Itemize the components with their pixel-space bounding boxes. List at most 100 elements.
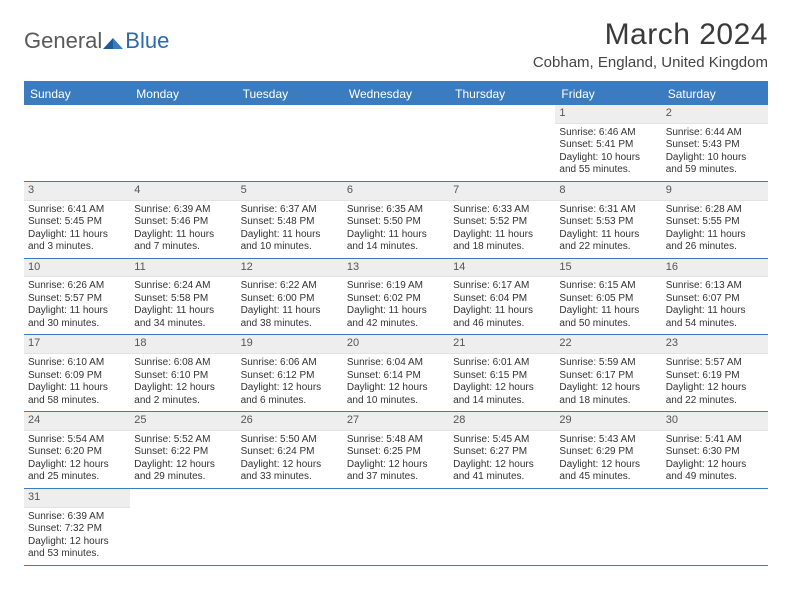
day-cell: 1Sunrise: 6:46 AMSunset: 5:41 PMDaylight… [555,105,661,181]
daylight-text: Daylight: 12 hours and 22 minutes. [666,382,764,407]
day-cell [343,105,449,181]
day-cell: 17Sunrise: 6:10 AMSunset: 6:09 PMDayligh… [24,335,130,411]
day-cell: 9Sunrise: 6:28 AMSunset: 5:55 PMDaylight… [662,182,768,258]
day-number: 31 [24,489,130,508]
day-body: Sunrise: 6:22 AMSunset: 6:00 PMDaylight:… [237,277,343,334]
day-body: Sunrise: 6:19 AMSunset: 6:02 PMDaylight:… [343,277,449,334]
day-number [24,105,130,109]
day-cell: 5Sunrise: 6:37 AMSunset: 5:48 PMDaylight… [237,182,343,258]
daylight-text: Daylight: 12 hours and 14 minutes. [453,382,551,407]
day-number: 16 [662,259,768,278]
day-cell: 24Sunrise: 5:54 AMSunset: 6:20 PMDayligh… [24,412,130,488]
daylight-text: Daylight: 11 hours and 14 minutes. [347,229,445,254]
day-body: Sunrise: 6:39 AMSunset: 5:46 PMDaylight:… [130,201,236,258]
sunrise-text: Sunrise: 6:39 AM [134,204,232,217]
day-body: Sunrise: 6:24 AMSunset: 5:58 PMDaylight:… [130,277,236,334]
day-number: 4 [130,182,236,201]
day-number: 11 [130,259,236,278]
day-cell [130,105,236,181]
sunset-text: Sunset: 6:27 PM [453,446,551,459]
day-cell: 26Sunrise: 5:50 AMSunset: 6:24 PMDayligh… [237,412,343,488]
day-number: 9 [662,182,768,201]
day-body: Sunrise: 5:54 AMSunset: 6:20 PMDaylight:… [24,431,130,488]
day-cell [555,489,661,565]
sunrise-text: Sunrise: 5:41 AM [666,434,764,447]
daylight-text: Daylight: 11 hours and 7 minutes. [134,229,232,254]
week-row: 31Sunrise: 6:39 AMSunset: 7:32 PMDayligh… [24,489,768,566]
sunrise-text: Sunrise: 5:48 AM [347,434,445,447]
day-number [555,489,661,493]
day-cell: 14Sunrise: 6:17 AMSunset: 6:04 PMDayligh… [449,259,555,335]
day-cell: 21Sunrise: 6:01 AMSunset: 6:15 PMDayligh… [449,335,555,411]
sunrise-text: Sunrise: 6:17 AM [453,280,551,293]
day-cell [662,489,768,565]
day-of-week-label: Saturday [662,83,768,105]
day-cell [449,489,555,565]
day-cell [237,105,343,181]
week-row: 24Sunrise: 5:54 AMSunset: 6:20 PMDayligh… [24,412,768,489]
day-number: 10 [24,259,130,278]
day-cell: 12Sunrise: 6:22 AMSunset: 6:00 PMDayligh… [237,259,343,335]
sunset-text: Sunset: 5:45 PM [28,216,126,229]
day-number: 29 [555,412,661,431]
daylight-text: Daylight: 12 hours and 33 minutes. [241,459,339,484]
sunset-text: Sunset: 6:09 PM [28,370,126,383]
day-number: 30 [662,412,768,431]
day-cell: 6 Sunrise: 6:35 AMSunset: 5:50 PMDaylight… [343,182,449,258]
sunrise-text: Sunrise: 6:06 AM [241,357,339,370]
logo: General Blue [24,28,169,54]
day-number [343,105,449,109]
day-number [130,489,236,493]
day-cell: 28Sunrise: 5:45 AMSunset: 6:27 PMDayligh… [449,412,555,488]
day-cell: 13Sunrise: 6:19 AMSunset: 6:02 PMDayligh… [343,259,449,335]
day-body: Sunrise: 6:04 AMSunset: 6:14 PMDaylight:… [343,354,449,411]
day-number: 17 [24,335,130,354]
logo-text-1: General [24,28,102,54]
daylight-text: Daylight: 12 hours and 25 minutes. [28,459,126,484]
day-body: Sunrise: 6:31 AMSunset: 5:53 PMDaylight:… [555,201,661,258]
location-text: Cobham, England, United Kingdom [533,54,768,71]
day-number: 22 [555,335,661,354]
sunrise-text: Sunrise: 6:35 AM [347,204,445,217]
day-of-week-label: Wednesday [343,83,449,105]
day-number: 2 [662,105,768,124]
sunset-text: Sunset: 5:50 PM [347,216,445,229]
daylight-text: Daylight: 12 hours and 45 minutes. [559,459,657,484]
sunset-text: Sunset: 6:00 PM [241,293,339,306]
daylight-text: Daylight: 12 hours and 18 minutes. [559,382,657,407]
sunset-text: Sunset: 5:46 PM [134,216,232,229]
day-cell: 15Sunrise: 6:15 AMSunset: 6:05 PMDayligh… [555,259,661,335]
sunrise-text: Sunrise: 6:28 AM [666,204,764,217]
sunrise-text: Sunrise: 6:37 AM [241,204,339,217]
day-cell: 3Sunrise: 6:41 AMSunset: 5:45 PMDaylight… [24,182,130,258]
day-cell: 11Sunrise: 6:24 AMSunset: 5:58 PMDayligh… [130,259,236,335]
daylight-text: Daylight: 11 hours and 3 minutes. [28,229,126,254]
day-body: Sunrise: 5:57 AMSunset: 6:19 PMDaylight:… [662,354,768,411]
day-cell: 4Sunrise: 6:39 AMSunset: 5:46 PMDaylight… [130,182,236,258]
day-cell: 23Sunrise: 5:57 AMSunset: 6:19 PMDayligh… [662,335,768,411]
sunrise-text: Sunrise: 5:59 AM [559,357,657,370]
logo-icon [103,29,123,55]
sunset-text: Sunset: 5:55 PM [666,216,764,229]
day-body: Sunrise: 6:10 AMSunset: 6:09 PMDaylight:… [24,354,130,411]
daylight-text: Daylight: 12 hours and 53 minutes. [28,536,126,561]
sunrise-text: Sunrise: 6:44 AM [666,127,764,140]
day-number: 28 [449,412,555,431]
day-body: Sunrise: 6:33 AMSunset: 5:52 PMDaylight:… [449,201,555,258]
day-number [449,489,555,493]
day-body: Sunrise: 5:45 AMSunset: 6:27 PMDaylight:… [449,431,555,488]
day-body: Sunrise: 5:43 AMSunset: 6:29 PMDaylight:… [555,431,661,488]
day-number [237,105,343,109]
day-body: Sunrise: 6:06 AMSunset: 6:12 PMDaylight:… [237,354,343,411]
day-cell: 20Sunrise: 6:04 AMSunset: 6:14 PMDayligh… [343,335,449,411]
day-number: 1 [555,105,661,124]
day-number: 6 [343,182,449,201]
day-body: Sunrise: 6:37 AMSunset: 5:48 PMDaylight:… [237,201,343,258]
daylight-text: Daylight: 12 hours and 41 minutes. [453,459,551,484]
sunrise-text: Sunrise: 6:26 AM [28,280,126,293]
day-number [343,489,449,493]
day-number: 8 [555,182,661,201]
day-number: 15 [555,259,661,278]
week-row: 17Sunrise: 6:10 AMSunset: 6:09 PMDayligh… [24,335,768,412]
daylight-text: Daylight: 12 hours and 10 minutes. [347,382,445,407]
